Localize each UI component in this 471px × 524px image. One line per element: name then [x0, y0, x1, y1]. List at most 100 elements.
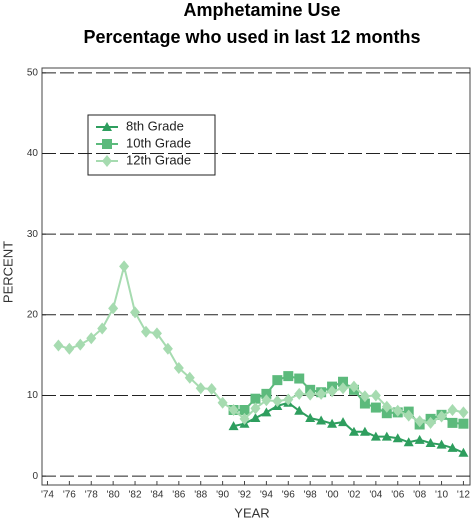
data-point: [283, 393, 294, 406]
x-tick-label: '84: [150, 490, 163, 501]
data-point: [184, 371, 195, 384]
data-point: [272, 375, 283, 386]
data-point: [272, 395, 283, 408]
data-point: [458, 447, 469, 457]
data-point: [447, 417, 458, 428]
x-tick-label: '08: [413, 490, 426, 501]
data-point: [338, 382, 349, 395]
x-tick-label: '10: [435, 490, 448, 501]
data-point: [140, 325, 151, 338]
y-tick-label: 40: [27, 148, 39, 159]
data-point: [250, 402, 261, 415]
y-axis-label: PERCENT: [0, 241, 15, 303]
data-point: [436, 439, 447, 449]
data-point: [381, 408, 392, 419]
y-tick-label: 10: [27, 390, 39, 401]
data-point: [250, 413, 261, 423]
x-tick-label: '98: [304, 490, 317, 501]
x-tick-label: '76: [63, 490, 76, 501]
legend-marker: [102, 139, 112, 149]
data-point: [283, 371, 294, 382]
data-point: [381, 400, 392, 413]
data-point: [75, 338, 86, 351]
data-point: [316, 387, 327, 400]
x-tick-label: '92: [238, 490, 251, 501]
y-tick-label: 0: [32, 471, 38, 482]
data-point: [261, 388, 272, 399]
legend-marker: [102, 122, 112, 131]
data-point: [316, 415, 327, 425]
series-line: [233, 401, 464, 454]
data-point: [53, 339, 64, 352]
x-tick-label: '78: [85, 490, 98, 501]
data-point: [294, 387, 305, 400]
data-point: [425, 416, 436, 429]
data-point: [250, 393, 261, 404]
data-point: [86, 332, 97, 345]
data-point: [327, 418, 338, 428]
data-point: [436, 410, 447, 423]
data-point: [359, 426, 370, 436]
data-point: [228, 403, 239, 416]
y-tick-label: 50: [27, 67, 39, 78]
data-point: [447, 442, 458, 452]
data-point: [108, 302, 119, 315]
x-tick-label: '86: [172, 490, 185, 501]
data-point: [206, 383, 217, 396]
chart-subtitle: Percentage who used in last 12 months: [83, 27, 420, 47]
data-point: [261, 407, 272, 417]
x-tick-label: '06: [391, 490, 404, 501]
data-point: [414, 415, 425, 428]
data-point: [359, 398, 370, 409]
plot-frame: [41, 67, 471, 486]
x-axis-label: YEAR: [234, 505, 269, 520]
data-point: [305, 388, 316, 401]
data-point: [403, 437, 414, 447]
data-point: [370, 431, 381, 441]
data-point: [151, 327, 162, 340]
x-tick-label: '94: [260, 490, 273, 501]
x-tick-label: '96: [282, 490, 295, 501]
data-point: [162, 342, 173, 355]
x-tick-label: '90: [216, 490, 229, 501]
data-point: [294, 405, 305, 415]
x-tick-label: '00: [326, 490, 339, 501]
x-tick-label: '12: [457, 490, 470, 501]
data-point: [338, 376, 349, 387]
data-point: [119, 260, 130, 273]
y-tick-label: 30: [27, 229, 39, 240]
data-point: [239, 412, 250, 425]
data-point: [414, 434, 425, 444]
data-point: [370, 402, 381, 413]
x-tick-label: '04: [369, 490, 382, 501]
legend-label: 10th Grade: [126, 135, 191, 150]
data-point: [130, 306, 141, 319]
data-point: [370, 389, 381, 402]
data-point: [305, 413, 316, 423]
data-point: [327, 385, 338, 398]
data-point: [381, 431, 392, 441]
data-point: [458, 406, 469, 419]
data-point: [425, 438, 436, 448]
x-tick-label: '80: [107, 490, 120, 501]
y-tick-label: 20: [27, 309, 39, 320]
data-point: [348, 426, 359, 436]
data-point: [217, 396, 228, 409]
data-point: [392, 433, 403, 443]
legend-marker: [102, 155, 112, 167]
chart-title: Amphetamine Use: [183, 0, 340, 20]
data-point: [228, 421, 239, 431]
data-point: [261, 394, 272, 407]
x-tick-label: '88: [194, 490, 207, 501]
x-tick-label: '82: [129, 490, 142, 501]
data-point: [64, 342, 75, 355]
data-point: [392, 404, 403, 417]
data-point: [403, 409, 414, 422]
data-point: [294, 373, 305, 384]
data-point: [97, 322, 108, 335]
data-point: [239, 404, 250, 415]
series-line: [58, 266, 464, 424]
data-point: [458, 418, 469, 429]
data-point: [348, 380, 359, 393]
data-point: [338, 417, 349, 427]
